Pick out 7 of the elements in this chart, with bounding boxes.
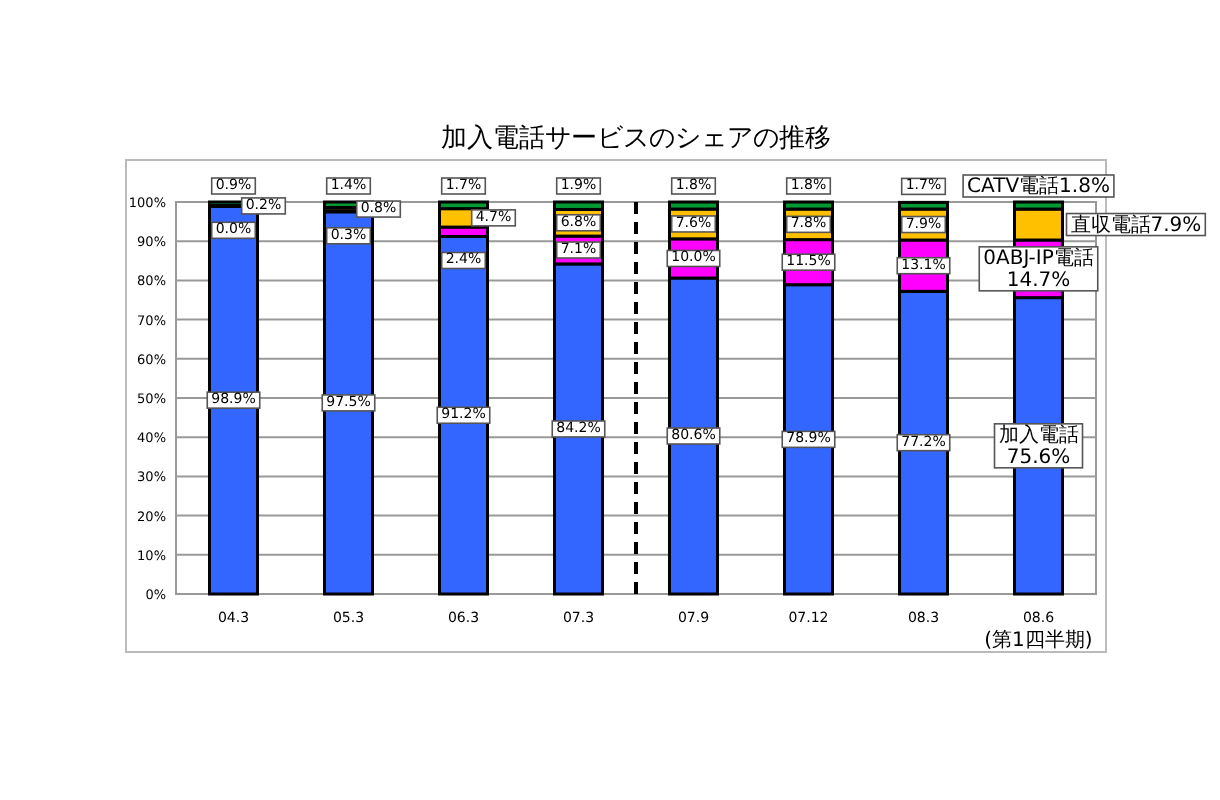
chart-title: 加入電話サービスのシェアの推移 — [441, 124, 831, 154]
text: 直収電話7.9% — [1070, 214, 1202, 237]
data-label: 75.6% — [1006, 446, 1071, 469]
text: CATV電話1.8% — [967, 176, 1110, 198]
series-label: 0ABJ-IP電話 — [983, 245, 1094, 270]
data-label: 14.7% — [1006, 269, 1071, 292]
series-label: 加入電話 — [998, 422, 1079, 447]
